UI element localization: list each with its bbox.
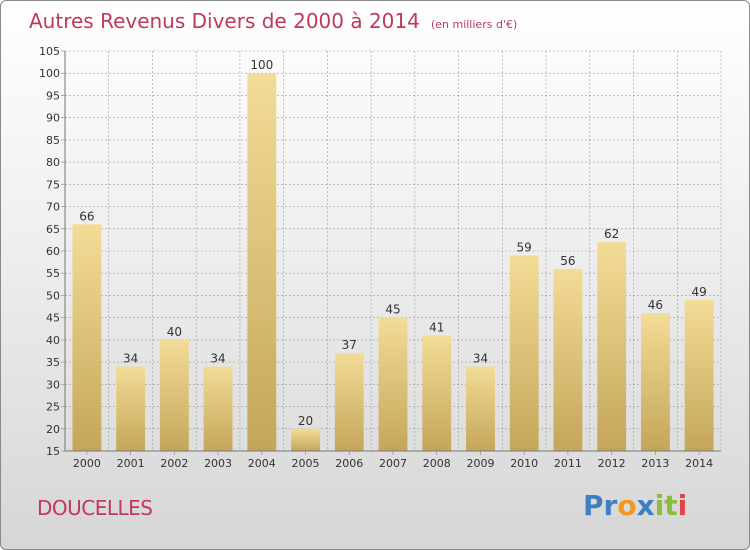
y-tick-label: 50: [46, 289, 60, 302]
data-label: 37: [342, 338, 357, 352]
y-tick-label: 45: [46, 312, 60, 325]
bar: [422, 335, 452, 451]
bar: [334, 353, 364, 451]
x-tick-label: 2000: [73, 457, 101, 470]
y-tick-label: 20: [46, 423, 60, 436]
y-tick-label: 100: [39, 67, 60, 80]
y-tick-label: 15: [46, 445, 60, 458]
place-name: DOUCELLES: [37, 496, 153, 520]
bar: [291, 428, 320, 451]
data-label: 66: [79, 209, 94, 223]
x-tick-label: 2012: [598, 457, 626, 470]
x-tick-label: 2010: [510, 457, 538, 470]
bar: [116, 366, 146, 451]
y-tick-label: 65: [46, 223, 60, 236]
title-row: Autres Revenus Divers de 2000 à 2014 (en…: [29, 9, 517, 33]
logo-letter: i: [677, 489, 688, 522]
y-tick-label: 40: [46, 334, 60, 347]
data-label: 59: [517, 240, 532, 254]
bar: [553, 268, 583, 451]
logo-letter: x: [636, 489, 655, 522]
data-label: 34: [473, 352, 488, 366]
y-tick-label: 25: [46, 401, 60, 414]
bar: [72, 224, 102, 451]
y-tick-label: 85: [46, 134, 60, 147]
y-tick-label: 60: [46, 245, 60, 258]
x-tick-label: 2005: [292, 457, 320, 470]
bar: [378, 317, 408, 451]
x-tick-label: 2003: [204, 457, 232, 470]
bar: [597, 242, 627, 451]
bar: [509, 255, 539, 451]
bar: [159, 339, 189, 451]
chart-title: Autres Revenus Divers de 2000 à 2014: [29, 9, 420, 33]
y-tick-label: 30: [46, 378, 60, 391]
x-tick-label: 2004: [248, 457, 276, 470]
data-label: 41: [429, 320, 444, 334]
bar: [684, 299, 714, 451]
y-tick-label: 75: [46, 178, 60, 191]
y-tick-label: 95: [46, 89, 60, 102]
bar: [466, 366, 495, 451]
x-tick-label: 2014: [685, 457, 713, 470]
y-tick-label: 70: [46, 201, 60, 214]
data-label: 100: [250, 58, 273, 72]
data-label: 49: [691, 285, 706, 299]
chart-subtitle: (en milliers d'€): [430, 18, 518, 31]
x-tick-label: 2006: [335, 457, 363, 470]
data-label: 56: [560, 254, 575, 268]
y-tick-label: 80: [46, 156, 60, 169]
x-tick-label: 2013: [641, 457, 669, 470]
logo-letter: t: [664, 489, 678, 522]
x-tick-label: 2002: [160, 457, 188, 470]
logo-letter: o: [617, 489, 637, 522]
data-label: 62: [604, 227, 619, 241]
logo-letter: r: [603, 489, 618, 522]
data-label: 34: [210, 352, 225, 366]
bar: [640, 313, 670, 451]
x-tick-label: 2009: [466, 457, 494, 470]
y-tick-label: 55: [46, 267, 60, 280]
data-label: 46: [648, 298, 663, 312]
y-tick-label: 35: [46, 356, 60, 369]
data-label: 20: [298, 414, 313, 428]
data-label: 34: [123, 352, 138, 366]
y-tick-label: 90: [46, 112, 60, 125]
x-tick-label: 2001: [117, 457, 145, 470]
bar: [247, 73, 277, 451]
y-tick-label: 105: [39, 45, 60, 58]
data-label: 40: [167, 325, 182, 339]
x-tick-label: 2007: [379, 457, 407, 470]
logo-letter: P: [583, 489, 604, 522]
x-tick-label: 2008: [423, 457, 451, 470]
proxiti-logo: Proxiti: [583, 489, 687, 522]
bar: [203, 366, 233, 451]
logo-letter: i: [654, 489, 665, 522]
data-label: 45: [385, 303, 400, 317]
x-tick-label: 2011: [554, 457, 582, 470]
